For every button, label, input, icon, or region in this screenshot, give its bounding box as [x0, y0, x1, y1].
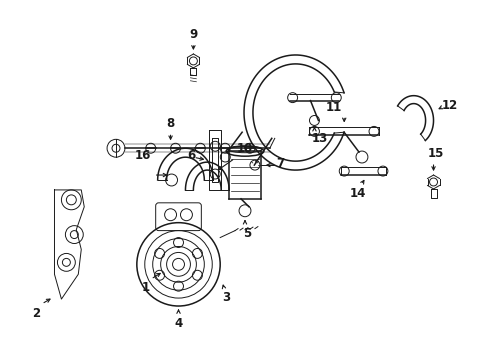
- Text: 14: 14: [349, 187, 366, 200]
- Text: 8: 8: [166, 117, 174, 130]
- Text: 11: 11: [325, 100, 342, 113]
- Text: 7: 7: [276, 157, 285, 170]
- Text: 4: 4: [174, 317, 182, 330]
- Text: 16: 16: [134, 149, 150, 162]
- Text: 15: 15: [427, 147, 443, 160]
- Text: 9: 9: [189, 28, 197, 41]
- Text: 12: 12: [441, 99, 457, 112]
- Text: 2: 2: [33, 307, 41, 320]
- Text: 10: 10: [237, 142, 253, 155]
- Text: 1: 1: [142, 281, 149, 294]
- Text: 3: 3: [222, 291, 230, 304]
- Text: 6: 6: [187, 149, 195, 162]
- Text: 5: 5: [243, 227, 251, 240]
- Text: 13: 13: [311, 132, 327, 145]
